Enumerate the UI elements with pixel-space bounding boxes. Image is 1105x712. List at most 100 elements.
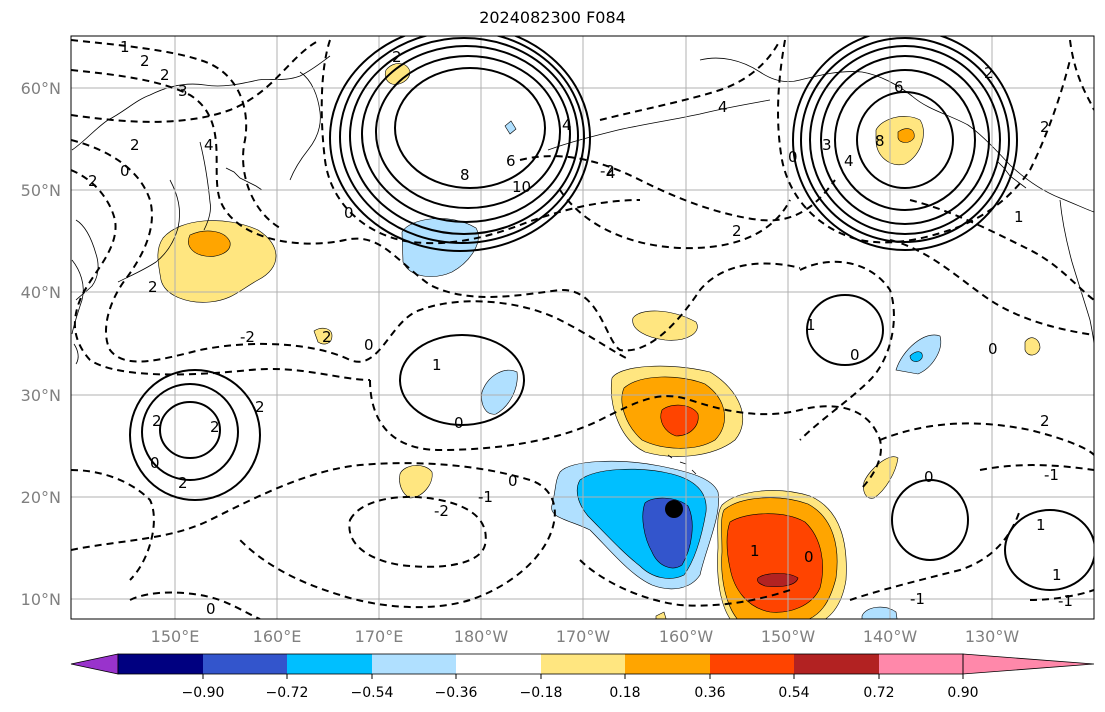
contour-label: 0 bbox=[120, 162, 130, 180]
contour-dashed-21 bbox=[979, 464, 1094, 471]
contour-label: 2 bbox=[130, 136, 140, 154]
shade-yellow-west bbox=[157, 220, 277, 303]
contour-dashed-16 bbox=[71, 462, 556, 609]
contour-label: 4 bbox=[718, 98, 728, 116]
contour-label: 2 bbox=[178, 474, 188, 492]
map-title: 2024082300 F084 bbox=[479, 8, 626, 27]
contour-solid-ne-3 bbox=[820, 55, 990, 225]
contour-label: 2 bbox=[1040, 118, 1050, 136]
contour-solid-ne-1 bbox=[856, 91, 954, 189]
lon-label-160w: 160°W bbox=[659, 627, 714, 646]
dashed-contours bbox=[71, 39, 1094, 619]
shade-yellow-south bbox=[655, 611, 667, 619]
contour-label: 1 bbox=[1014, 208, 1024, 226]
contour-labels: 1 2 2 3 2 4 0 2 2 0 -2 2 -2 0 2 2 2 2 0 … bbox=[88, 38, 1073, 618]
contour-dashed-9 bbox=[599, 39, 781, 121]
contour-label: 3 bbox=[822, 136, 832, 154]
contour-dashed-20 bbox=[879, 422, 1094, 456]
contour-label: 1 bbox=[750, 542, 760, 560]
colorbar-tick-label: 0.18 bbox=[609, 685, 640, 701]
contour-label: -2 bbox=[434, 502, 449, 520]
contour-dashed-14 bbox=[369, 379, 882, 491]
contour-label: 0 bbox=[804, 548, 814, 566]
shade-blue-south bbox=[861, 606, 898, 619]
contour-label: 3 bbox=[178, 82, 188, 100]
contour-label: 1 bbox=[120, 38, 130, 56]
contour-label: 0 bbox=[850, 346, 860, 364]
contour-dashed-17 bbox=[348, 495, 487, 568]
shade-red-east-big bbox=[726, 513, 823, 613]
contour-label: 2 bbox=[1040, 412, 1050, 430]
contour-label: 2 bbox=[160, 66, 170, 84]
contour-label: 2 bbox=[88, 172, 98, 190]
colorbar-tick-label: 0.36 bbox=[694, 685, 725, 701]
contour-label: 6 bbox=[506, 152, 516, 170]
contour-solid-ne-4 bbox=[809, 45, 1001, 235]
contour-solid-far-se bbox=[1004, 509, 1094, 591]
colorbar-segment-8 bbox=[710, 654, 794, 674]
contour-dashed-15 bbox=[71, 469, 155, 581]
contour-label: 10 bbox=[512, 178, 531, 196]
lat-label-20n: 20°N bbox=[21, 488, 61, 507]
lon-label-170w: 170°W bbox=[556, 627, 611, 646]
lon-label-140w: 140°W bbox=[863, 627, 918, 646]
contour-dashed-6 bbox=[320, 39, 641, 245]
contour-solid-nw-4 bbox=[349, 37, 579, 235]
colorbar-tick-label: −0.18 bbox=[520, 685, 563, 701]
contour-label: 2 bbox=[322, 328, 332, 346]
contour-solid-e bbox=[806, 294, 884, 366]
colorbar-segment-1 bbox=[118, 654, 203, 674]
colorbar-tick-label: −0.36 bbox=[435, 685, 478, 701]
shade-orange-ak bbox=[897, 128, 915, 143]
contour-solid-mid bbox=[399, 334, 525, 426]
lon-label-180w: 180°W bbox=[454, 627, 509, 646]
lat-label-10n: 10°N bbox=[21, 590, 61, 609]
colorbar-ticks bbox=[202, 674, 964, 679]
contour-dashed-11 bbox=[799, 260, 895, 441]
shade-blue-mid bbox=[481, 369, 518, 415]
contour-label: 0 bbox=[924, 468, 934, 486]
contour-label: -1 bbox=[478, 488, 493, 506]
contour-label: -1 bbox=[910, 590, 925, 608]
coastline-kamchatka bbox=[289, 71, 321, 181]
contour-dashed-7 bbox=[519, 155, 836, 222]
contour-solid-nw-6 bbox=[329, 36, 591, 252]
contour-label: 8 bbox=[460, 166, 470, 184]
contour-label: 2 bbox=[210, 418, 220, 436]
lon-label-130w: 130°W bbox=[965, 627, 1020, 646]
shade-yellow-small-1 bbox=[313, 327, 333, 345]
contour-label: 2 bbox=[984, 64, 994, 82]
shade-blue-small-1 bbox=[504, 120, 517, 135]
colorbar-segment-2 bbox=[203, 654, 287, 674]
contour-label: 1 bbox=[806, 316, 816, 334]
coastline-sakhalin bbox=[199, 141, 211, 231]
map-area: 1 2 2 3 2 4 0 2 2 0 -2 2 -2 0 2 2 2 2 0 … bbox=[71, 36, 1094, 619]
contour-solid-ne-2 bbox=[834, 69, 976, 211]
solid-contours bbox=[129, 36, 1094, 591]
contour-dashed-2 bbox=[71, 69, 801, 352]
contour-dashed-23 bbox=[129, 591, 261, 619]
contour-label: -2 bbox=[240, 328, 255, 346]
colorbar-segment-9 bbox=[794, 654, 879, 674]
contour-dashed-1 bbox=[71, 39, 321, 123]
lat-label-40n: 40°N bbox=[21, 283, 61, 302]
contour-label: 2 bbox=[392, 48, 402, 66]
contour-label: 4 bbox=[606, 164, 616, 182]
shade-yellow-mid bbox=[632, 310, 698, 341]
colorbar-segment-3 bbox=[287, 654, 372, 674]
contour-label: 0 bbox=[364, 336, 374, 354]
contour-label: 0 bbox=[788, 148, 798, 166]
lat-label-30n: 30°N bbox=[21, 386, 61, 405]
map-frame bbox=[70, 35, 1095, 620]
colorbar-segment-7 bbox=[625, 654, 710, 674]
contour-solid-nw-2 bbox=[375, 55, 561, 209]
contour-dashed-12 bbox=[889, 239, 1094, 336]
lat-labels: 10°N 20°N 30°N 40°N 50°N 60°N bbox=[21, 79, 61, 609]
lon-label-160e: 160°E bbox=[253, 627, 302, 646]
lon-label-170e: 170°E bbox=[355, 627, 404, 646]
coastline-north-america bbox=[1059, 199, 1094, 346]
contour-solid-w-3 bbox=[129, 369, 261, 501]
contour-solid-ne-6 bbox=[792, 36, 1018, 251]
contour-label: 2 bbox=[152, 412, 162, 430]
colorbar: −0.90 −0.72 −0.54 −0.36 −0.18 0.18 0.36 … bbox=[70, 653, 1095, 701]
